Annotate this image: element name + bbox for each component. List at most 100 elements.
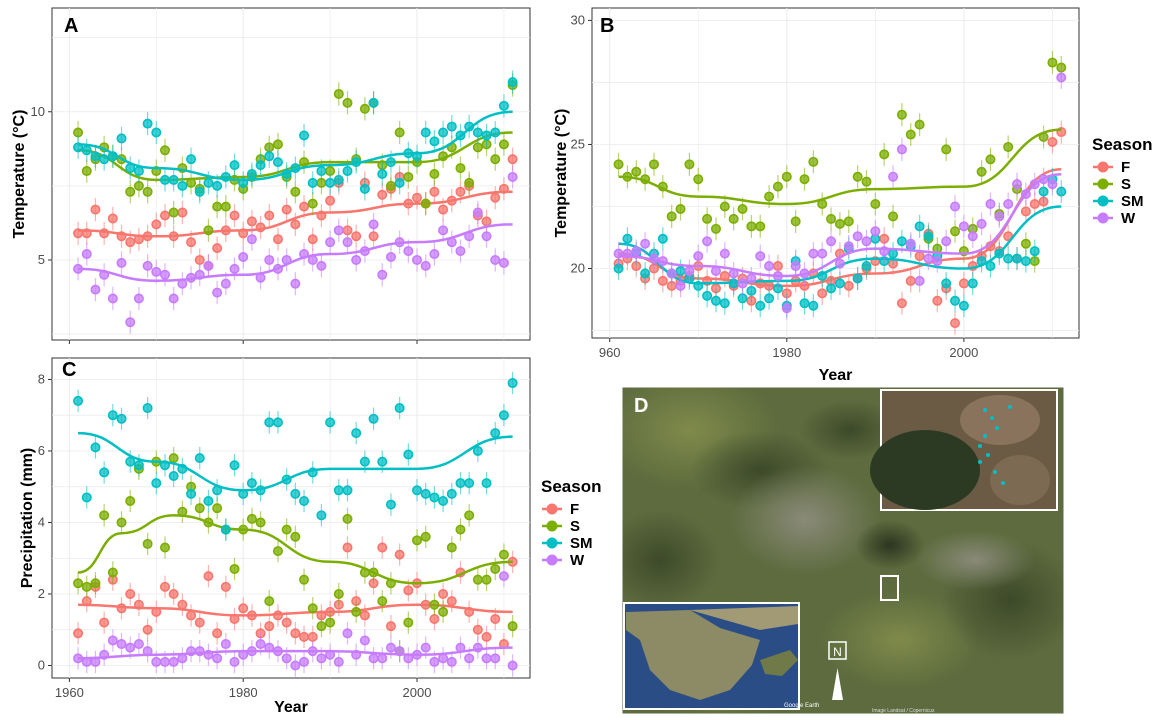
data-point <box>675 203 686 214</box>
data-point <box>368 97 379 108</box>
data-point <box>377 653 388 664</box>
data-point <box>368 413 379 424</box>
data-point <box>272 234 283 245</box>
data-point <box>186 488 197 499</box>
data-point <box>507 621 518 632</box>
data-point <box>764 293 775 304</box>
data-point <box>299 631 310 642</box>
legend-item-sm: SM <box>542 535 593 552</box>
data-point <box>220 524 231 535</box>
data-point <box>755 221 766 232</box>
data-point <box>212 243 223 254</box>
data-point <box>299 656 310 667</box>
data-point <box>290 278 301 289</box>
data-point <box>498 139 509 150</box>
data-point <box>808 156 819 167</box>
data-point <box>675 266 686 277</box>
data-point <box>861 236 872 247</box>
data-point <box>168 293 179 304</box>
data-point <box>377 189 388 200</box>
legend-item-sm: SM <box>1093 193 1144 210</box>
data-point <box>719 248 730 259</box>
data-point <box>272 263 283 274</box>
data-point <box>455 246 466 257</box>
data-point <box>212 287 223 298</box>
data-point <box>246 513 257 524</box>
legend-top-title: Season <box>1092 135 1152 154</box>
data-point <box>177 180 188 191</box>
data-point <box>914 251 925 262</box>
data-point <box>772 270 783 281</box>
data-point <box>896 236 907 247</box>
data-point <box>99 467 110 478</box>
data-point <box>325 177 336 188</box>
legend-key-point <box>1097 195 1109 207</box>
data-point <box>764 261 775 272</box>
data-point <box>429 656 440 667</box>
data-point <box>923 253 934 264</box>
y-axis-title-a: Temperature (°C) <box>11 110 28 239</box>
data-point <box>194 617 205 628</box>
data-point <box>342 237 353 248</box>
data-point <box>299 157 310 168</box>
data-point <box>194 646 205 657</box>
data-point <box>1003 141 1014 152</box>
data-point <box>420 198 431 209</box>
data-point <box>203 260 214 271</box>
data-point <box>438 653 449 664</box>
data-point <box>481 631 492 642</box>
data-point <box>220 225 231 236</box>
data-point <box>648 253 659 264</box>
data-point <box>429 169 440 180</box>
data-point <box>498 257 509 268</box>
data-point <box>159 174 170 185</box>
data-point <box>246 169 257 180</box>
data-point <box>464 177 475 188</box>
data-point <box>359 610 370 621</box>
data-point <box>852 171 863 182</box>
data-point <box>177 207 188 218</box>
data-point <box>950 226 961 237</box>
data-point <box>1047 179 1058 190</box>
data-point <box>403 617 414 628</box>
data-point <box>186 610 197 621</box>
data-point <box>420 531 431 542</box>
data-point <box>446 542 457 553</box>
data-point <box>125 642 136 653</box>
data-point <box>186 646 197 657</box>
data-point <box>790 216 801 227</box>
data-point <box>107 410 118 421</box>
data-point <box>238 252 249 263</box>
data-point <box>90 578 101 589</box>
y-axis-title-b: Temperature (°C) <box>553 109 570 238</box>
data-point <box>281 474 292 485</box>
data-point <box>255 160 266 171</box>
y-tick-label: 25 <box>571 136 585 151</box>
data-point <box>351 428 362 439</box>
data-point <box>351 649 362 660</box>
data-point <box>958 300 969 311</box>
north-arrow: N <box>828 641 847 700</box>
data-point <box>73 628 84 639</box>
data-point <box>194 186 205 197</box>
data-point <box>73 127 84 138</box>
data-point <box>151 127 162 138</box>
data-point <box>429 492 440 503</box>
data-point <box>342 166 353 177</box>
study-area-box <box>880 575 899 601</box>
data-point <box>73 395 84 406</box>
data-point <box>481 574 492 585</box>
zoom-inset <box>870 389 1058 511</box>
data-point <box>177 463 188 474</box>
data-point <box>914 221 925 232</box>
y-tick-label: 20 <box>571 261 585 276</box>
data-point <box>203 177 214 188</box>
data-point <box>107 567 118 578</box>
data-point <box>159 210 170 221</box>
legend-key-point <box>546 537 558 549</box>
data-point <box>914 275 925 286</box>
data-point <box>351 157 362 168</box>
data-point <box>142 186 153 197</box>
data-point <box>133 166 144 177</box>
data-point <box>186 272 197 283</box>
